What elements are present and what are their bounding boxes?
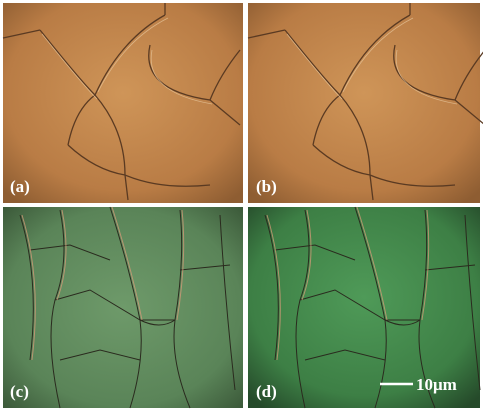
figure: (a) (b) (c) (d) 10μm	[0, 0, 483, 411]
scale-bar-label: 10μm	[416, 375, 457, 394]
panel-label: (c)	[10, 382, 29, 401]
panel-label: (d)	[256, 382, 277, 401]
micrograph	[3, 207, 243, 408]
micrograph	[248, 3, 480, 203]
panel-c: (c)	[3, 207, 243, 408]
panel-b: (b)	[248, 3, 483, 203]
panel-a: (a)	[3, 3, 243, 203]
panel-d: (d) 10μm	[248, 207, 480, 408]
panel-label: (a)	[10, 177, 30, 196]
panel-label: (b)	[256, 177, 277, 196]
